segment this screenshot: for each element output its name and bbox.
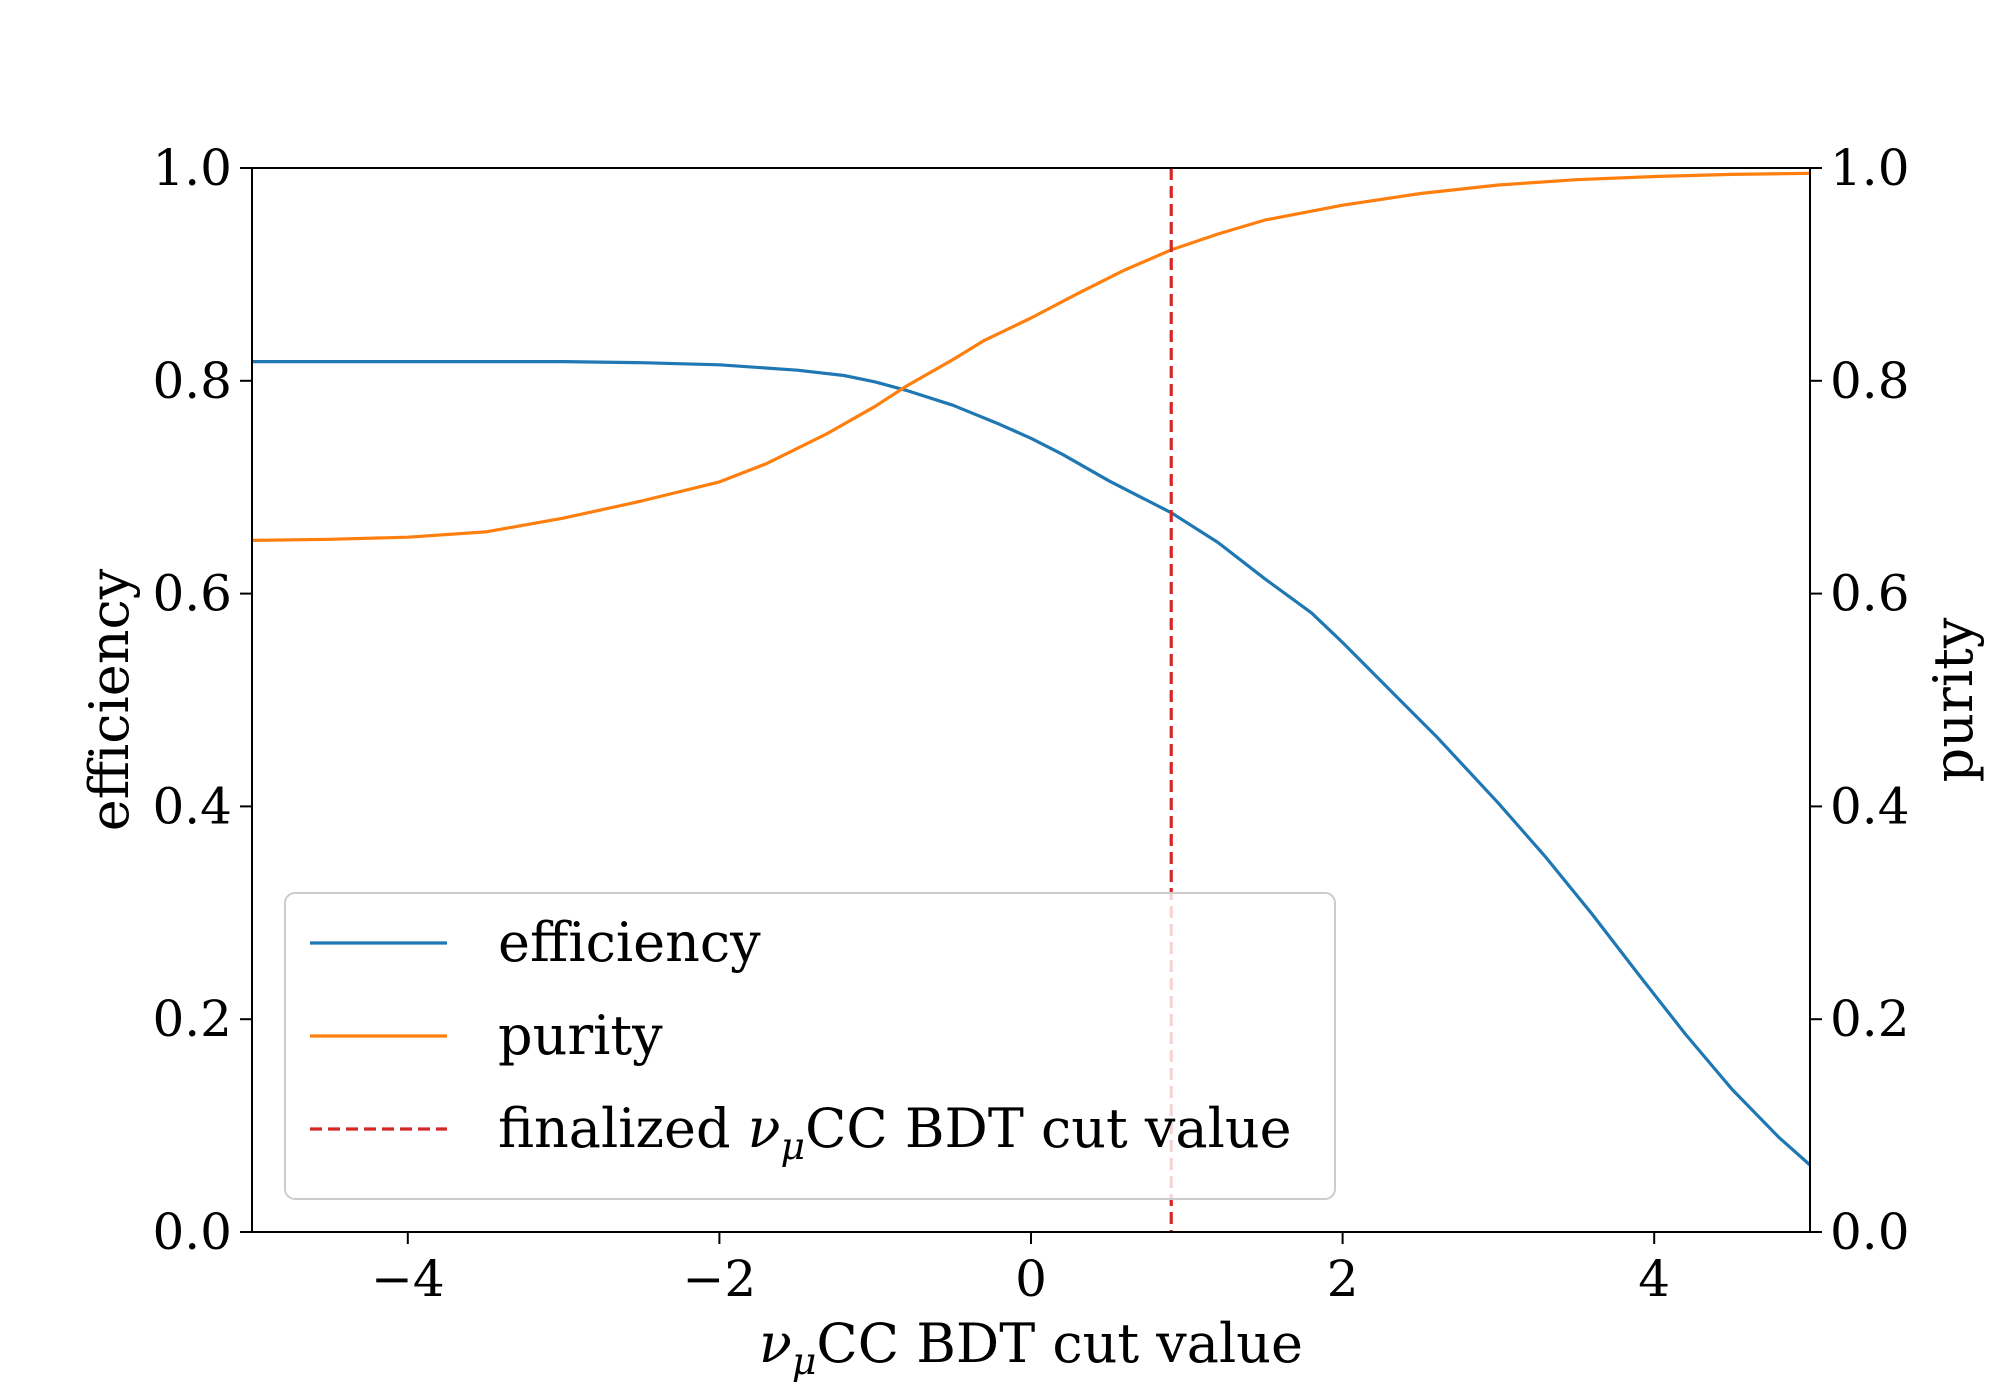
x-tick-label: 4 <box>1638 1250 1670 1308</box>
y-axis-label-left: efficiency <box>78 568 141 831</box>
x-tick-label: 2 <box>1327 1250 1359 1308</box>
y-tick-label-right: 0.2 <box>1830 990 1910 1048</box>
ticks-layer: −4 −2 0 2 4 0.0 0.0 0.2 0.2 0.4 0.4 0.6 0.6 0.8 0.8 1.0… <box>152 139 1909 1308</box>
legend-label: efficiency <box>498 911 761 974</box>
series-line-efficiency <box>252 360 1812 1167</box>
y-axis-label-right: purity <box>1922 617 1985 782</box>
x-tick-label: −2 <box>683 1250 757 1308</box>
y-tick-label-right: 0.8 <box>1830 352 1910 410</box>
y-tick-label-right: 0.4 <box>1830 777 1910 835</box>
series-layer <box>251 171 1812 1167</box>
legend-label: finalized νμCC BDT cut value <box>498 1097 1292 1168</box>
y-tick-label-right: 0.0 <box>1830 1203 1910 1261</box>
legend-box <box>284 892 1336 1200</box>
y-tick-label-left: 0.6 <box>152 565 232 623</box>
y-tick-label-left: 0.8 <box>152 352 232 410</box>
legend: efficiency purity finalized νμCC BDT cut v… <box>284 892 1336 1200</box>
y-tick-label-right: 1.0 <box>1830 139 1910 197</box>
y-tick-label-right: 0.6 <box>1830 565 1910 623</box>
x-axis-label: νμCC BDT cut value <box>759 1312 1303 1383</box>
y-tick-label-left: 0.2 <box>152 990 232 1048</box>
y-tick-label-left: 1.0 <box>152 139 232 197</box>
x-tick-label: 0 <box>1015 1250 1047 1308</box>
legend-label: purity <box>498 1004 663 1067</box>
series-line-purity <box>251 171 1811 542</box>
y-tick-label-left: 0.4 <box>152 777 232 835</box>
y-tick-label-left: 0.0 <box>152 1203 232 1261</box>
x-tick-label: −4 <box>371 1250 445 1308</box>
